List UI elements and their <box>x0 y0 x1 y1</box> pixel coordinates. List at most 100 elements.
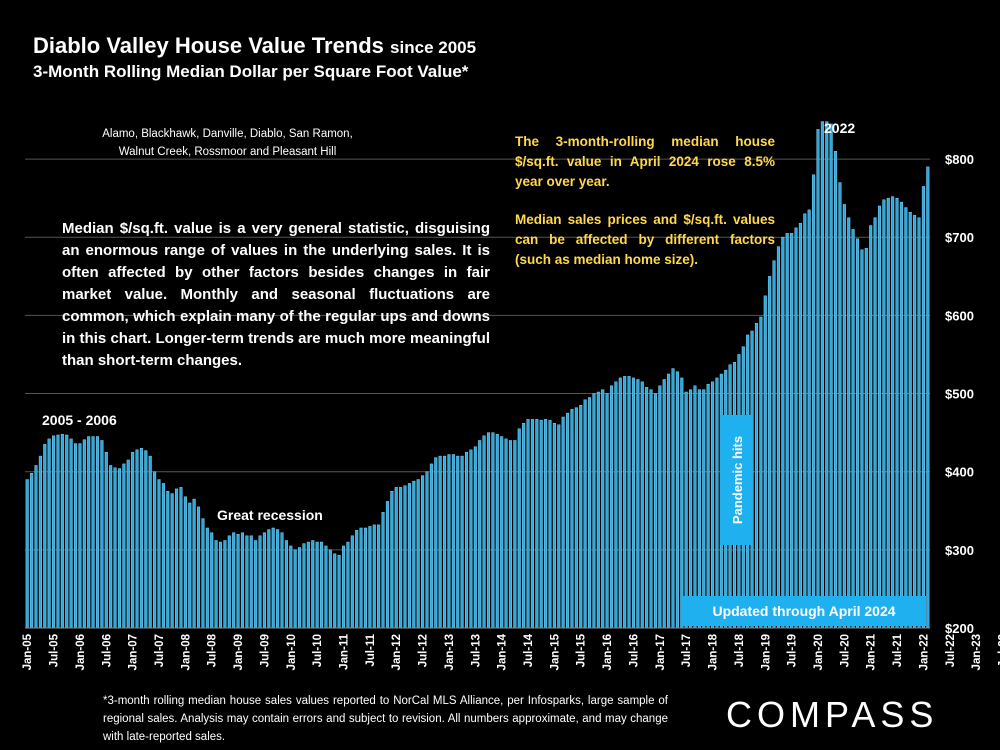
annotation-pandemic-hits: Pandemic hits <box>730 436 745 524</box>
bar <box>873 217 877 629</box>
x-tick-label: Jul-20 <box>839 634 851 667</box>
bar <box>377 524 381 629</box>
x-tick-label: Jul-22 <box>945 634 957 667</box>
x-tick-label: Jul-09 <box>259 634 271 667</box>
bar <box>131 451 135 629</box>
highlight-paragraph-1: The 3-month-rolling median house $/sq.ft… <box>515 134 775 189</box>
bar <box>781 237 785 629</box>
bar <box>869 225 873 629</box>
bar <box>104 451 108 629</box>
bar <box>877 205 881 629</box>
bar <box>117 468 121 629</box>
bar <box>636 379 640 629</box>
bar <box>693 385 697 629</box>
x-tick-label: Jan-23 <box>971 634 983 670</box>
x-tick-label: Jan-20 <box>813 634 825 670</box>
bar <box>271 527 275 629</box>
bar <box>482 435 486 629</box>
bar <box>579 405 583 629</box>
y-tick-label: $400 <box>945 465 974 480</box>
x-tick-label: Jul-10 <box>312 634 324 667</box>
x-tick-label: Jan-16 <box>602 634 614 670</box>
bar <box>284 540 288 629</box>
bar <box>126 459 130 629</box>
bar <box>921 186 925 629</box>
bar <box>302 543 306 629</box>
bar <box>421 475 425 629</box>
x-tick-label: Jan-18 <box>708 633 720 670</box>
x-tick-label: Jan-13 <box>444 634 456 670</box>
bar <box>276 529 280 629</box>
bar <box>192 498 196 629</box>
bar <box>232 532 236 629</box>
bar <box>311 540 315 629</box>
bar <box>179 487 183 629</box>
x-tick-label: Jul-23 <box>997 634 1000 667</box>
x-tick-label: Jul-13 <box>470 634 482 667</box>
highlight-text: The 3-month-rolling median house $/sq.ft… <box>515 132 775 288</box>
bar <box>798 222 802 629</box>
x-tick-label: Jul-06 <box>101 634 113 667</box>
bar <box>412 480 416 629</box>
bar <box>267 529 271 629</box>
bar <box>390 491 394 629</box>
x-tick-label: Jul-18 <box>734 633 746 667</box>
y-tick-label: $300 <box>945 543 974 558</box>
bar <box>249 535 253 629</box>
highlight-paragraph-2: Median sales prices and $/sq.ft. values … <box>515 212 775 267</box>
bar <box>864 247 868 629</box>
bar <box>653 393 657 629</box>
bar <box>205 527 209 629</box>
bar <box>346 541 350 629</box>
bar <box>443 455 447 629</box>
x-tick-label: Jan-14 <box>497 633 509 670</box>
x-tick-label: Jul-11 <box>365 633 377 666</box>
bar <box>895 197 899 629</box>
x-tick-label: Jul-07 <box>154 634 166 667</box>
bar <box>465 451 469 629</box>
bar <box>803 213 807 629</box>
x-tick-label: Jul-14 <box>523 633 535 667</box>
bar <box>513 440 517 629</box>
bar <box>908 212 912 629</box>
bar <box>144 450 148 629</box>
bar <box>913 215 917 629</box>
bar <box>847 217 851 629</box>
bar <box>640 381 644 629</box>
bar <box>772 260 776 629</box>
bar <box>768 276 772 629</box>
areas-line-1: Alamo, Blackhawk, Danville, Diablo, San … <box>102 128 353 140</box>
bar <box>522 423 526 629</box>
x-tick-label: Jan-08 <box>180 633 192 670</box>
bar <box>139 448 143 629</box>
bar <box>855 238 860 629</box>
bar <box>381 512 385 629</box>
chart-subtitle: 3-Month Rolling Median Dollar per Square… <box>33 62 469 81</box>
bar <box>328 549 332 629</box>
bar <box>25 479 29 629</box>
bar <box>530 419 534 629</box>
bar <box>667 373 671 629</box>
bar <box>526 419 530 629</box>
bar <box>500 436 504 629</box>
bar <box>882 199 886 629</box>
bar <box>711 381 715 629</box>
x-tick-label: Jul-21 <box>892 633 904 667</box>
bar <box>680 377 684 629</box>
bar <box>47 438 51 629</box>
bar <box>324 545 328 629</box>
bar <box>574 407 578 629</box>
bar <box>306 541 310 629</box>
bar <box>469 449 473 629</box>
bar <box>73 443 78 629</box>
bar <box>100 440 104 629</box>
bar <box>539 419 543 629</box>
chart-title: Diablo Valley House Value Trends since 2… <box>33 33 476 59</box>
bar <box>394 487 398 629</box>
bar <box>715 377 719 629</box>
bar <box>359 527 363 629</box>
bar <box>236 534 240 629</box>
bar <box>544 419 548 629</box>
bar <box>183 496 187 629</box>
bar <box>447 454 451 629</box>
